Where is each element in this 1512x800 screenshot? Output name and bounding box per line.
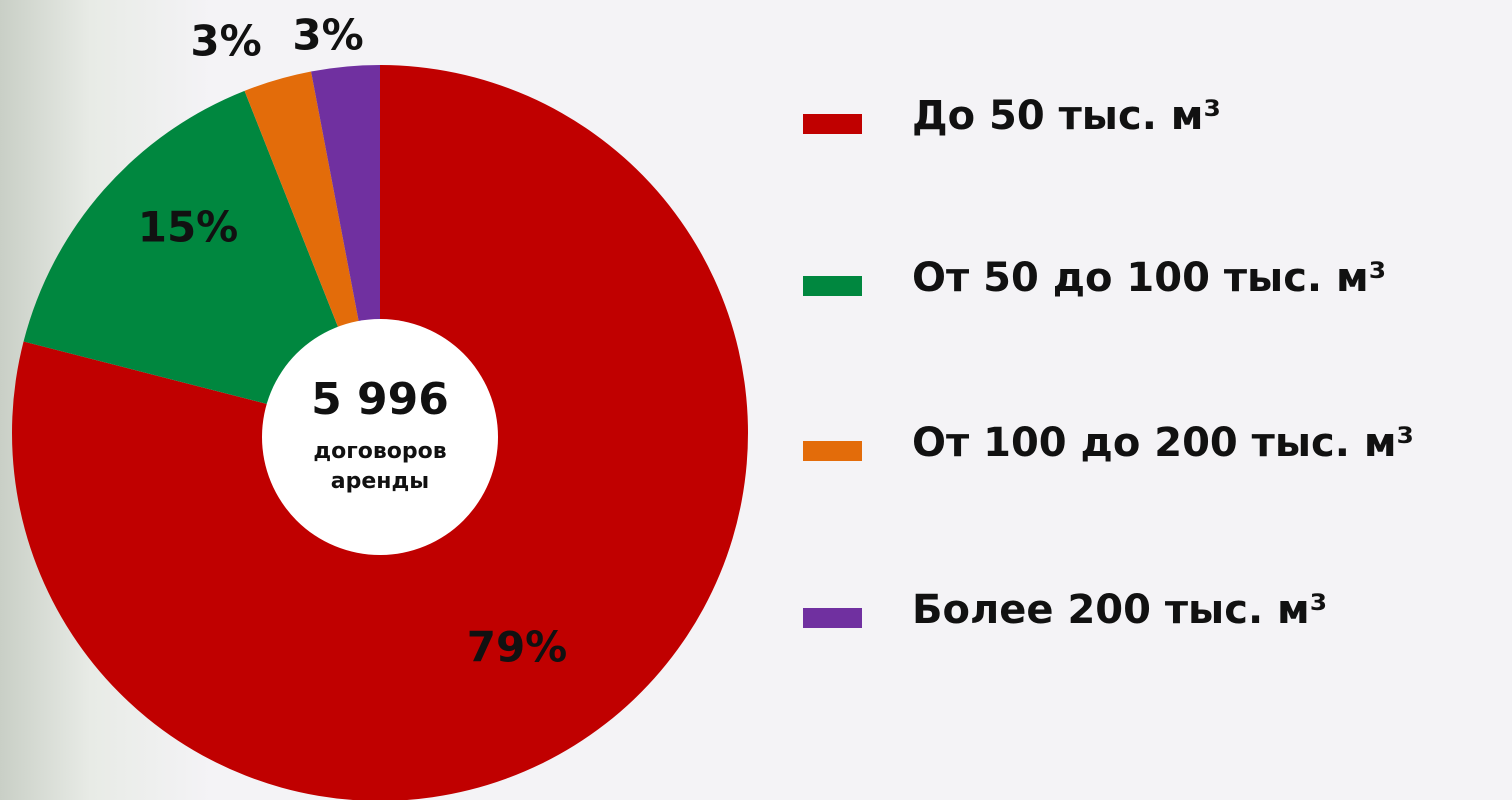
- data-label: 3%: [292, 11, 363, 60]
- page: 79% 15% 3% 3% 5 996 договоров аренды До 50 тыс.…: [0, 0, 1512, 800]
- legend-label: От 100 до 200 тыс. м³: [912, 420, 1414, 466]
- legend-swatch: [803, 608, 862, 628]
- legend-swatch: [803, 114, 862, 134]
- center-text: договоров: [313, 439, 446, 464]
- data-label: 79%: [467, 623, 568, 672]
- center-text: 5 996: [311, 374, 449, 425]
- data-label: 3%: [190, 17, 261, 66]
- legend-swatch: [803, 276, 862, 296]
- chart: 79% 15% 3% 3% 5 996 договоров аренды До 50 тыс.…: [0, 0, 1512, 800]
- legend-swatch: [803, 441, 862, 461]
- center-text: аренды: [331, 469, 429, 494]
- data-label: 15%: [138, 203, 239, 252]
- donut-hole: [262, 319, 498, 555]
- legend-label: Более 200 тыс. м³: [912, 587, 1327, 633]
- legend-label: От 50 до 100 тыс. м³: [912, 255, 1386, 301]
- legend-label: До 50 тыс. м³: [912, 93, 1221, 139]
